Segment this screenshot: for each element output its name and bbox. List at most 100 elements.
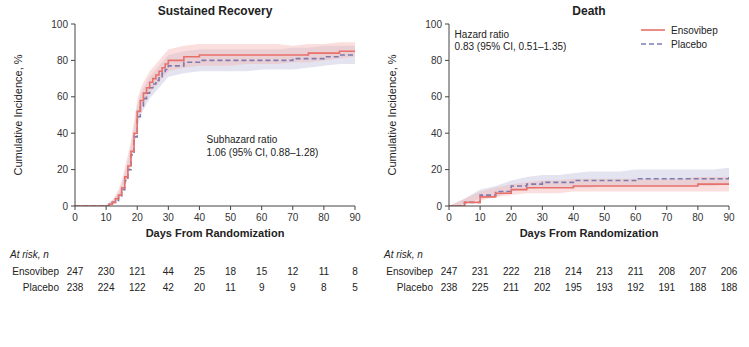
y-tick xyxy=(445,24,449,25)
risk-value: 211 xyxy=(503,282,519,293)
title: Death xyxy=(572,4,605,18)
y-tick xyxy=(71,96,75,97)
risk-value: 191 xyxy=(658,282,675,293)
panel: Death0204060801000102030405060708090Days… xyxy=(383,4,738,293)
y-tick-label: 80 xyxy=(431,55,443,66)
x-tick-label: 40 xyxy=(194,212,206,223)
risk-value: 9 xyxy=(290,282,296,293)
y-tick-label: 40 xyxy=(431,128,443,139)
risk-value: 238 xyxy=(441,282,458,293)
y-tick-label: 0 xyxy=(436,201,442,212)
legend-swatch xyxy=(641,29,665,31)
legend: Ensovibep Placebo xyxy=(641,25,718,50)
y-tick-label: 80 xyxy=(57,55,69,66)
x-tick-label: 50 xyxy=(599,212,611,223)
title: Sustained Recovery xyxy=(158,4,273,18)
legend-swatch xyxy=(641,43,665,45)
risk-value: 225 xyxy=(472,282,489,293)
risk-value: 247 xyxy=(441,266,458,277)
risk-value: 12 xyxy=(287,266,299,277)
annotation-line: 1.06 (95% CI, 0.88–1.28) xyxy=(207,147,319,158)
x-tick xyxy=(449,206,450,210)
legend-label: Ensovibep xyxy=(671,25,718,36)
y-tick-label: 20 xyxy=(57,164,69,175)
y-tick-label: 60 xyxy=(431,91,443,102)
y-tick xyxy=(71,60,75,61)
risk-value: 202 xyxy=(534,282,551,293)
x-tick xyxy=(261,206,262,210)
risk-value: 8 xyxy=(321,282,327,293)
y-tick xyxy=(445,169,449,170)
y-tick-label: 40 xyxy=(57,128,69,139)
risk-value: 230 xyxy=(98,266,115,277)
risk-value: 188 xyxy=(690,282,707,293)
risk-value: 224 xyxy=(98,282,115,293)
y-tick xyxy=(445,133,449,134)
annotation: Hazard ratio0.83 (95% CI, 0.51–1.35) xyxy=(455,29,567,53)
risk-value: 8 xyxy=(352,266,358,277)
x-tick xyxy=(199,206,200,210)
x-tick-label: 80 xyxy=(692,212,704,223)
risk-value: 20 xyxy=(194,282,206,293)
x-axis-label: Days From Randomization xyxy=(520,227,659,239)
ci-band xyxy=(449,177,729,206)
risk-value: 222 xyxy=(503,266,520,277)
annotation-line: 0.83 (95% CI, 0.51–1.35) xyxy=(455,41,567,52)
risk-value: 188 xyxy=(721,282,738,293)
risk-value: 42 xyxy=(163,282,175,293)
x-axis-line xyxy=(449,206,729,207)
risk-value: 208 xyxy=(658,266,675,277)
y-tick xyxy=(445,96,449,97)
risk-value: 11 xyxy=(319,266,330,277)
risk-value: 238 xyxy=(67,282,84,293)
x-tick-label: 60 xyxy=(630,212,642,223)
x-tick-label: 30 xyxy=(163,212,175,223)
risk-value: 122 xyxy=(129,282,146,293)
x-tick xyxy=(697,206,698,210)
y-tick xyxy=(445,206,449,207)
risk-row-label: Placebo xyxy=(23,282,60,293)
risk-value: 15 xyxy=(256,266,268,277)
x-tick-label: 50 xyxy=(225,212,237,223)
y-tick-label: 100 xyxy=(51,19,68,30)
risk-value: 211 xyxy=(628,266,644,277)
x-tick xyxy=(604,206,605,210)
chart-root: Sustained Recovery0204060801000102030405… xyxy=(0,0,749,347)
x-axis-line xyxy=(75,206,355,207)
ci-band xyxy=(449,168,729,206)
risk-value: 218 xyxy=(534,266,551,277)
x-tick-label: 70 xyxy=(661,212,673,223)
x-tick xyxy=(542,206,543,210)
x-tick-label: 90 xyxy=(723,212,735,223)
annotation: Subhazard ratio1.06 (95% CI, 0.88–1.28) xyxy=(207,134,319,158)
annotation-line: Hazard ratio xyxy=(455,29,510,40)
y-axis-label: Cumulative Incidence, % xyxy=(386,54,398,175)
step-line xyxy=(449,177,729,206)
risk-value: 195 xyxy=(565,282,582,293)
x-tick xyxy=(729,206,730,210)
plot-area xyxy=(449,168,729,206)
y-tick xyxy=(71,169,75,170)
x-tick xyxy=(573,206,574,210)
risk-value: 207 xyxy=(690,266,707,277)
x-tick-label: 10 xyxy=(101,212,113,223)
x-axis-label: Days From Randomization xyxy=(146,227,285,239)
x-tick xyxy=(292,206,293,210)
legend-label: Placebo xyxy=(671,39,708,50)
risk-value: 192 xyxy=(627,282,644,293)
ci-band xyxy=(75,46,355,206)
risk-value: 18 xyxy=(225,266,237,277)
y-tick xyxy=(71,206,75,207)
risk-value: 121 xyxy=(129,266,146,277)
risk-value: 5 xyxy=(352,282,358,293)
y-tick-label: 0 xyxy=(62,201,68,212)
risk-value: 213 xyxy=(596,266,613,277)
x-tick-label: 0 xyxy=(72,212,78,223)
x-tick xyxy=(168,206,169,210)
risk-value: 231 xyxy=(472,266,489,277)
y-tick-label: 100 xyxy=(425,19,442,30)
plot-area xyxy=(75,42,355,206)
risk-table-header: At risk, n xyxy=(383,249,423,260)
y-tick-label: 60 xyxy=(57,91,69,102)
x-tick xyxy=(75,206,76,210)
